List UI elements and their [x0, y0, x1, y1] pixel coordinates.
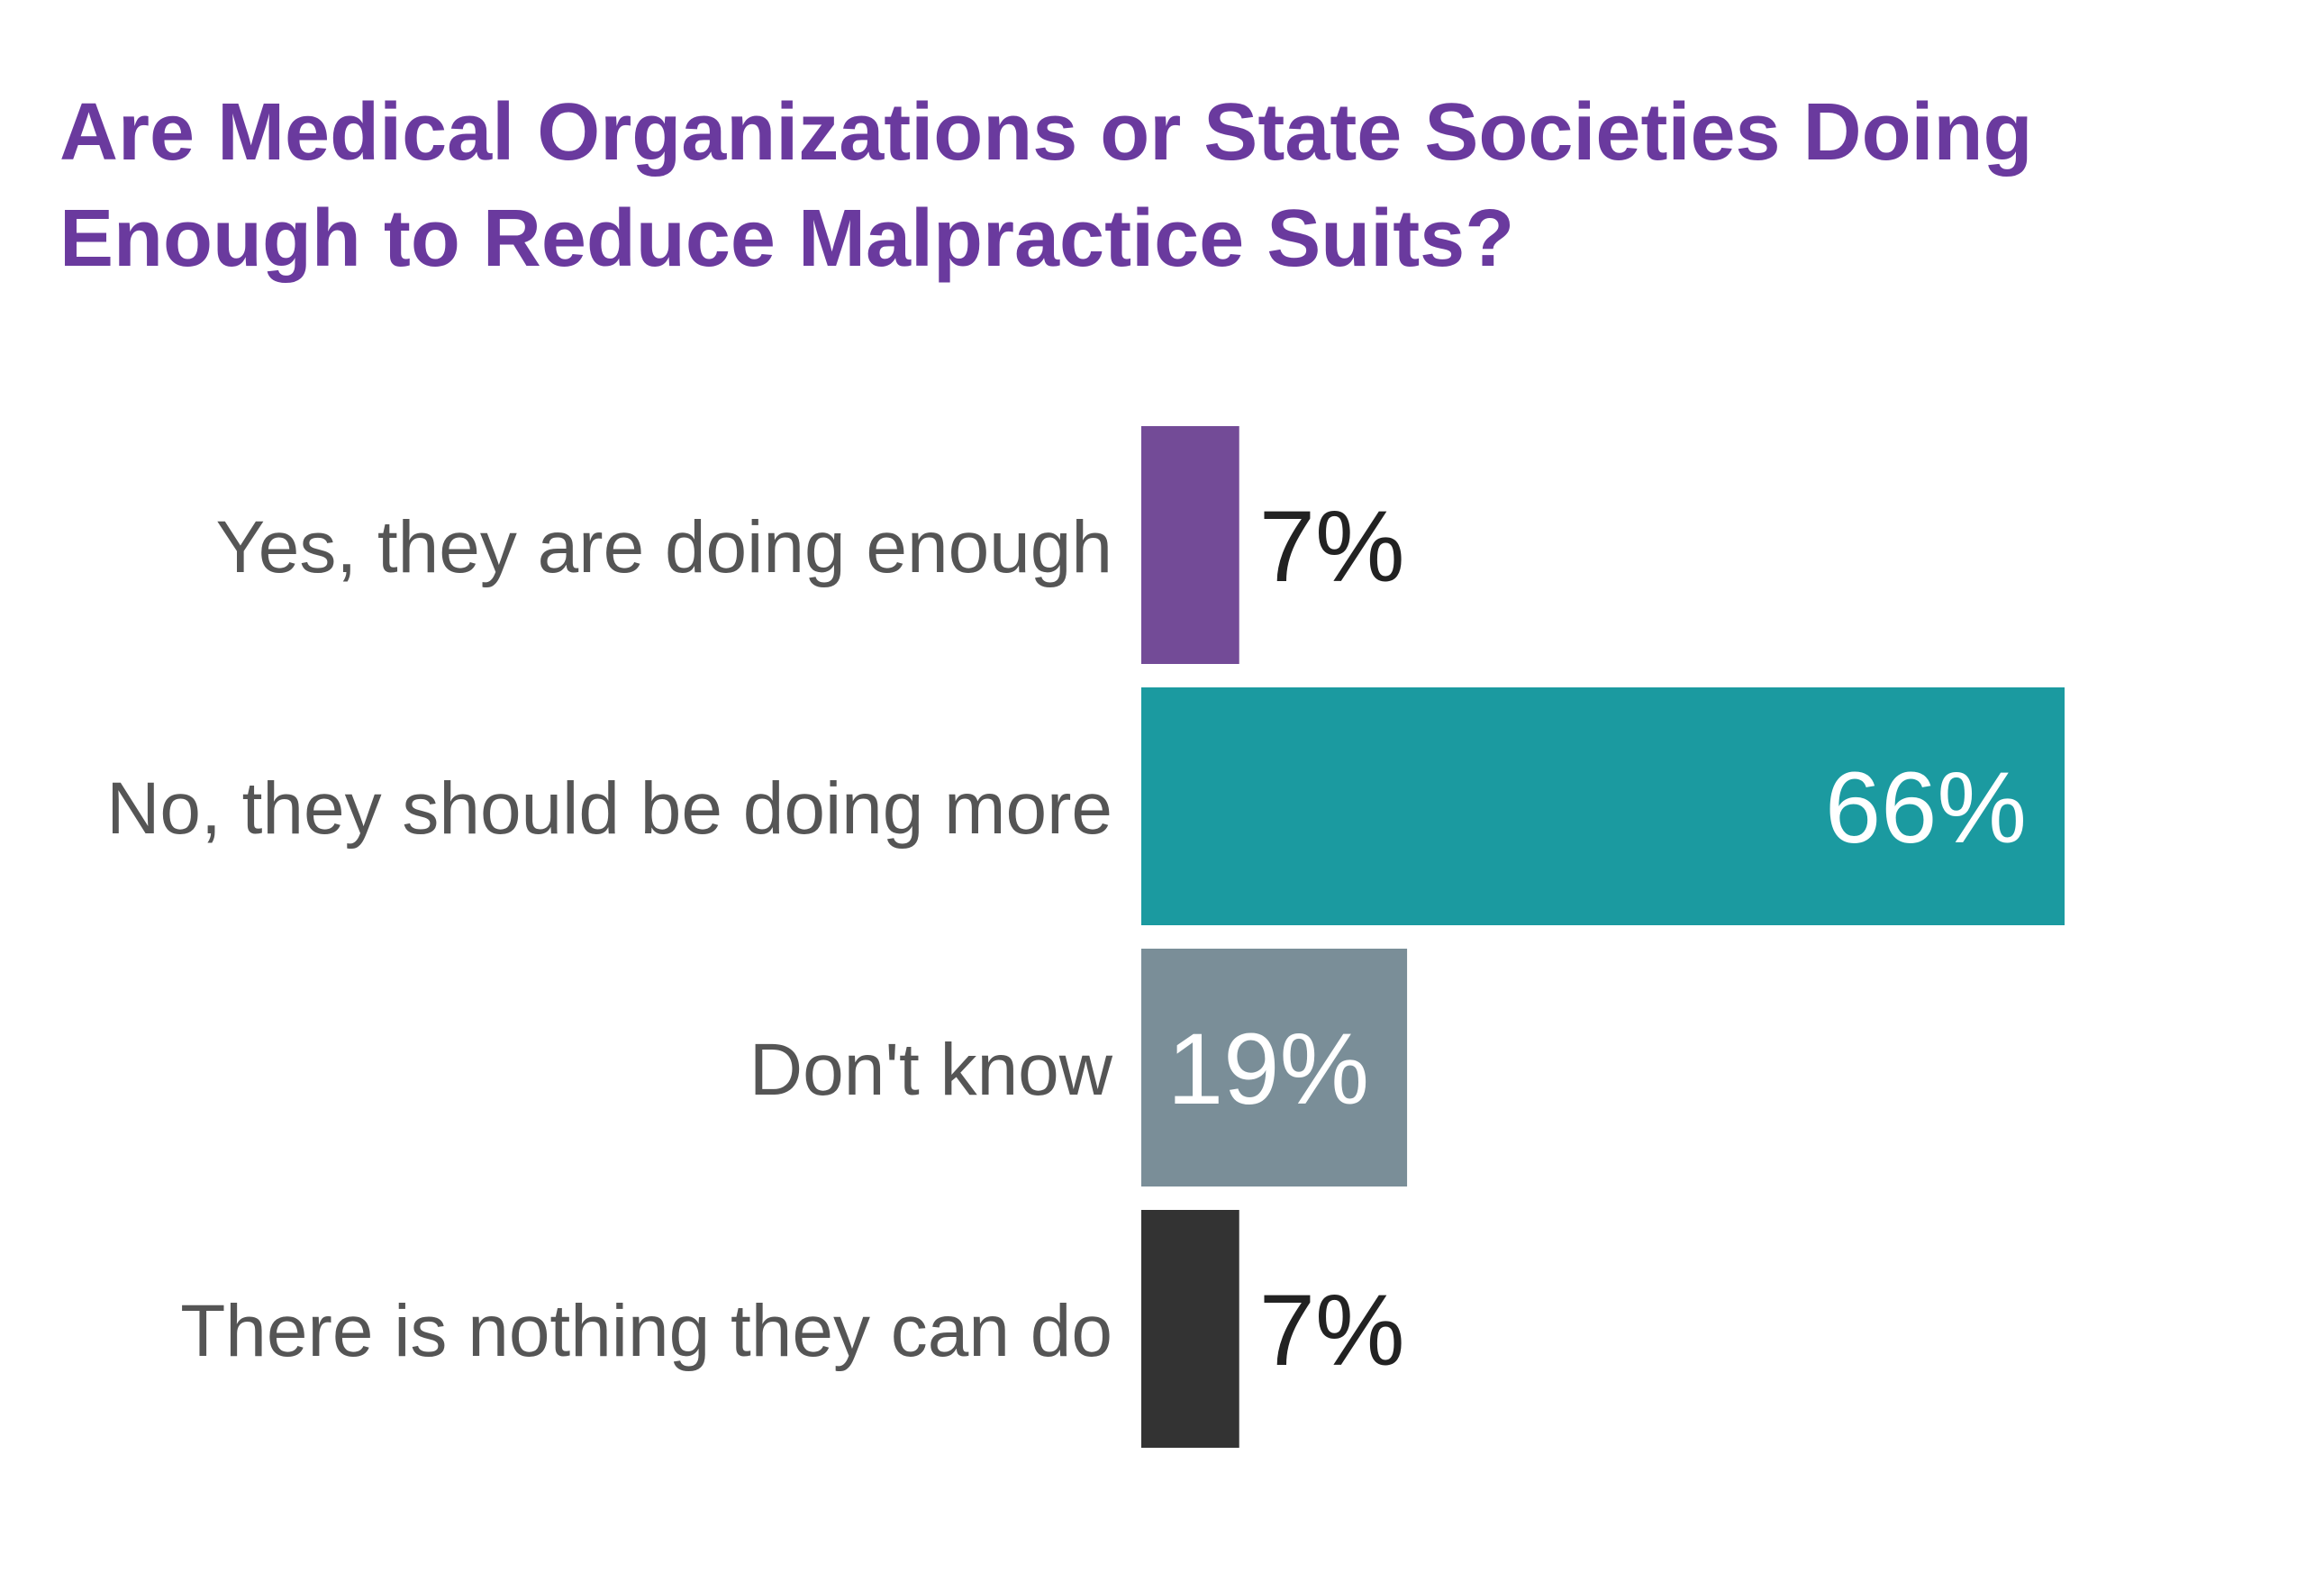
chart-title-line-2: Enough to Reduce Malpractice Suits? [59, 194, 1515, 284]
category-label-yes-they-are-doing-enough: Yes, they are doing enough [216, 506, 1112, 588]
value-label-don-t-know: 19% [1167, 1013, 1369, 1125]
bar-yes-they-are-doing-enough [1141, 426, 1239, 664]
category-label-don-t-know: Don't know [749, 1029, 1113, 1111]
chart-title-line-1: Are Medical Organizations or State Socie… [59, 87, 2033, 177]
value-label-yes-they-are-doing-enough: 7% [1259, 490, 1405, 603]
bar-don-t-know [1141, 949, 1408, 1186]
value-label-no-they-should-be-doing-more: 66% [1825, 751, 2027, 864]
category-label-there-is-nothing-they-can-do: There is nothing they can do [180, 1290, 1112, 1372]
value-label-there-is-nothing-they-can-do: 7% [1259, 1274, 1405, 1387]
chart-title: Are Medical Organizations or State Socie… [59, 79, 2221, 292]
bar-there-is-nothing-they-can-do [1141, 1210, 1239, 1448]
bar-no-they-should-be-doing-more [1141, 687, 2065, 925]
category-label-no-they-should-be-doing-more: No, they should be doing more [106, 768, 1112, 850]
